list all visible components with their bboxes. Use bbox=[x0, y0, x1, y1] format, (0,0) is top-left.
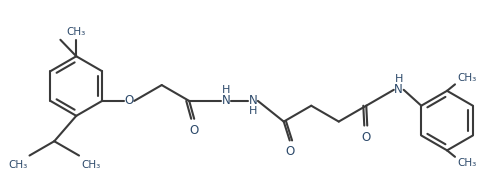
Text: CH₃: CH₃ bbox=[8, 161, 27, 171]
Text: CH₃: CH₃ bbox=[457, 158, 476, 168]
Text: H: H bbox=[249, 106, 257, 116]
Text: CH₃: CH₃ bbox=[81, 161, 100, 171]
Text: N: N bbox=[221, 94, 230, 108]
Text: O: O bbox=[285, 145, 294, 158]
Text: N: N bbox=[394, 83, 403, 96]
Text: O: O bbox=[361, 131, 370, 144]
Text: CH₃: CH₃ bbox=[457, 73, 476, 83]
Text: H: H bbox=[222, 86, 230, 95]
Text: O: O bbox=[190, 124, 199, 137]
Text: O: O bbox=[125, 94, 134, 108]
Text: CH₃: CH₃ bbox=[67, 27, 86, 37]
Text: N: N bbox=[248, 94, 257, 108]
Text: H: H bbox=[395, 74, 403, 84]
